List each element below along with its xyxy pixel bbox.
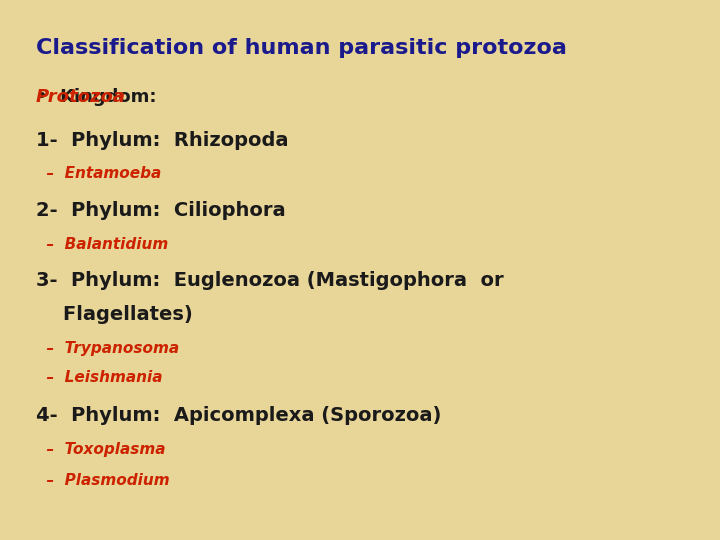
Text: •  Kingdom:: • Kingdom: <box>36 88 169 106</box>
Text: 4-  Phylum:  Apicomplexa (Sporozoa): 4- Phylum: Apicomplexa (Sporozoa) <box>36 406 441 426</box>
Text: –  Plasmodium: – Plasmodium <box>36 473 170 488</box>
Text: –  Entamoeba: – Entamoeba <box>36 166 161 181</box>
Text: –  Leishmania: – Leishmania <box>36 370 163 386</box>
Text: –  Trypanosoma: – Trypanosoma <box>36 341 179 356</box>
Text: –  Toxoplasma: – Toxoplasma <box>36 442 166 457</box>
Text: 1-  Phylum:  Rhizopoda: 1- Phylum: Rhizopoda <box>36 131 289 150</box>
Text: –  Balantidium: – Balantidium <box>36 237 168 252</box>
Text: Classification of human parasitic protozoa: Classification of human parasitic protoz… <box>36 38 567 58</box>
Text: Protozoa: Protozoa <box>36 88 126 106</box>
Text: 2-  Phylum:  Ciliophora: 2- Phylum: Ciliophora <box>36 201 286 220</box>
Text: Flagellates): Flagellates) <box>36 305 193 324</box>
Text: 3-  Phylum:  Euglenozoa (Mastigophora  or: 3- Phylum: Euglenozoa (Mastigophora or <box>36 271 503 291</box>
